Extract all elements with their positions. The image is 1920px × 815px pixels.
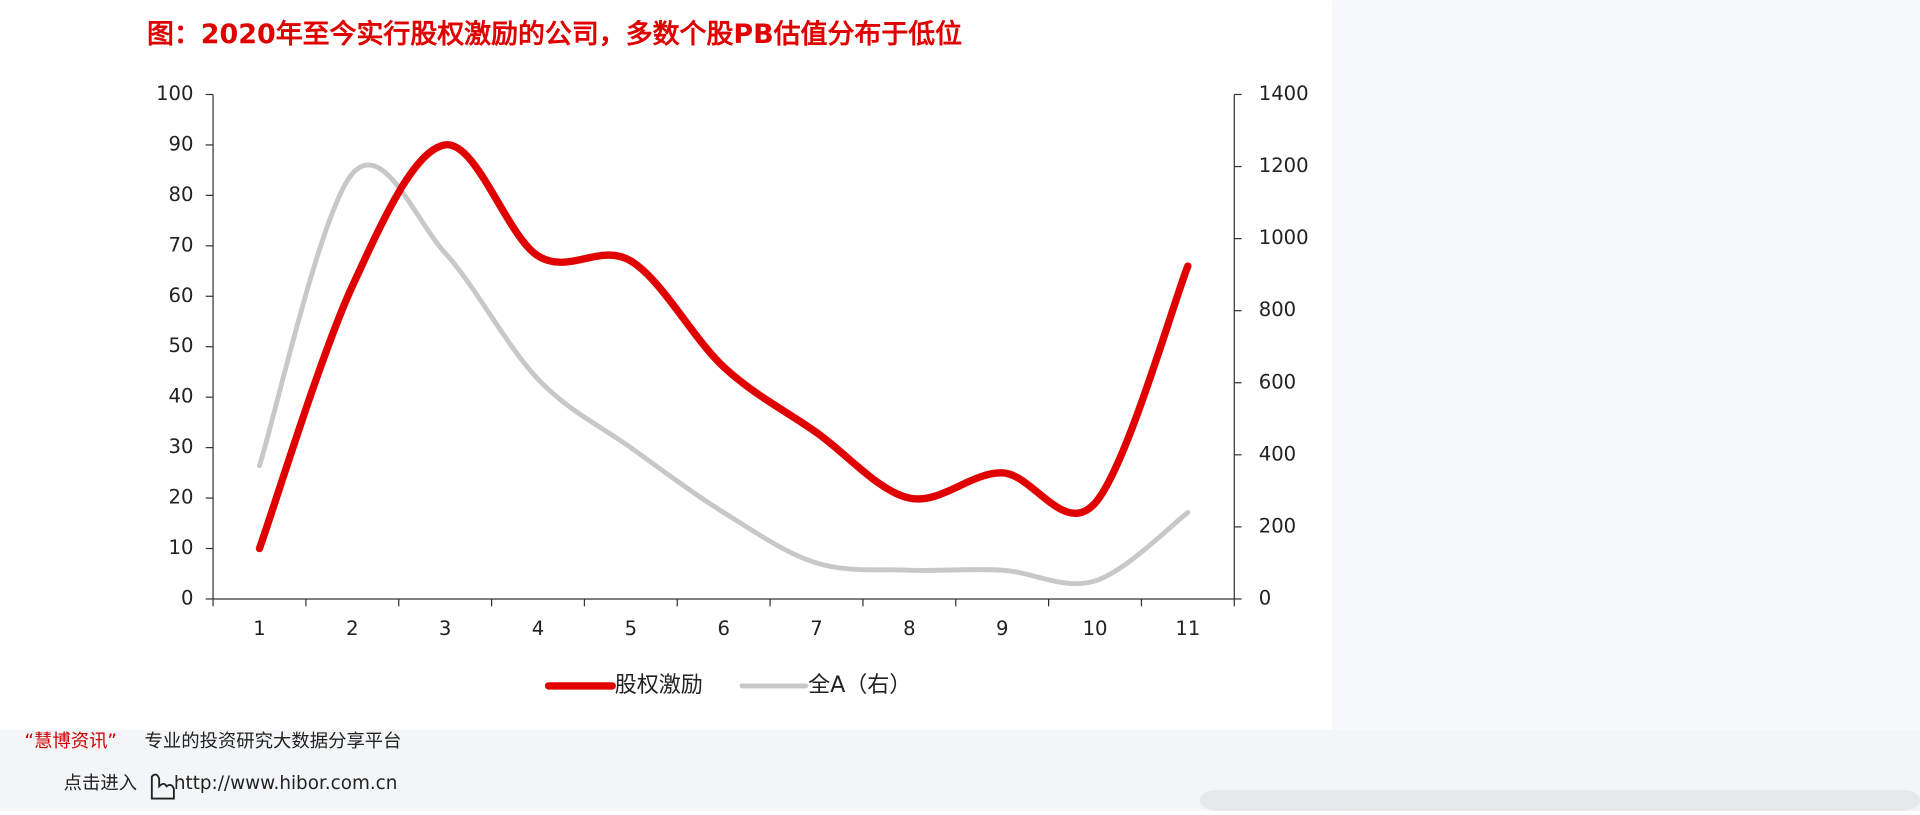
x-tick-label: 8 [903,617,915,640]
y-tick-label: 70 [169,233,194,256]
y2-tick-label: 200 [1259,514,1296,537]
x-tick-label: 11 [1175,617,1200,640]
footer-brand: “慧博资讯” [24,731,116,752]
y-tick-label: 90 [169,132,194,155]
legend-label: 股权激励 [615,673,703,698]
x-tick-label: 10 [1083,617,1108,640]
y-tick-label: 0 [181,586,193,609]
y-tick-label: 60 [169,284,194,307]
x-tick-label: 4 [532,617,544,640]
legend-label: 全A（右） [808,673,911,698]
series-line [257,162,1191,587]
y2-tick-label: 400 [1259,442,1296,465]
x-tick-label: 6 [717,617,729,640]
y-tick-label: 30 [169,435,194,458]
y-tick-label: 10 [169,536,194,559]
x-tick-label: 1 [253,617,265,640]
y2-tick-label: 1200 [1259,154,1309,177]
footer-decoration [1200,789,1920,811]
hand-icon [150,773,175,800]
y2-tick-label: 0 [1259,586,1271,609]
footer-tagline: 专业的投资研究大数据分享平台 [144,731,401,752]
series-line [255,141,1192,553]
footer-link-prefix: 点击进入 [64,773,137,794]
y-tick-label: 50 [169,334,194,357]
y2-tick-label: 800 [1259,298,1296,321]
y2-tick-label: 1000 [1259,226,1309,249]
x-tick-label: 2 [346,617,358,640]
x-tick-label: 5 [625,617,637,640]
y2-tick-label: 600 [1259,370,1296,393]
footer-url[interactable]: http://www.hibor.com.cn [174,773,398,794]
x-tick-label: 7 [810,617,822,640]
background-panel [1332,0,1920,811]
x-tick-label: 3 [439,617,451,640]
chart-title: 图：2020年至今实行股权激励的公司，多数个股PB估值分布于低位 [147,18,962,50]
y-tick-label: 40 [169,385,194,408]
y-tick-label: 20 [169,486,194,509]
y2-tick-label: 1400 [1259,82,1309,105]
y-tick-label: 80 [169,183,194,206]
x-tick-label: 9 [996,617,1008,640]
y-tick-label: 100 [156,82,193,105]
